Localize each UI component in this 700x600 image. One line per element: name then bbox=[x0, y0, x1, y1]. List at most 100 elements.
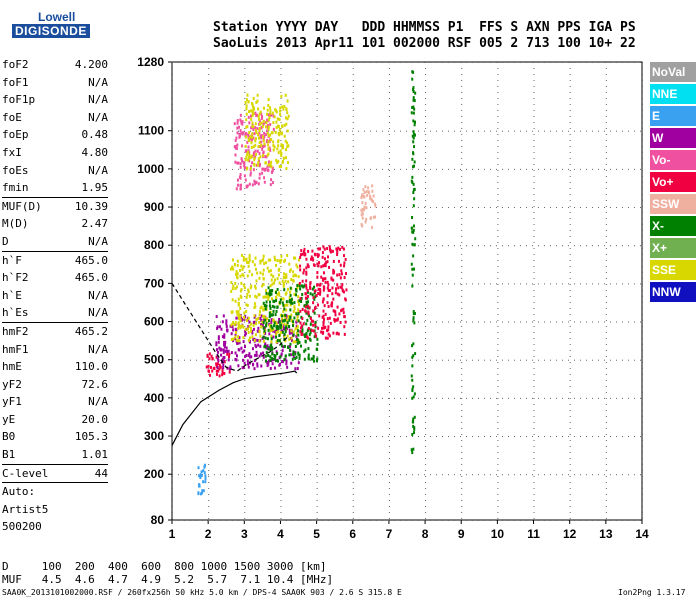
data-point bbox=[266, 129, 269, 133]
data-point bbox=[250, 133, 253, 137]
x-grid-dot bbox=[280, 392, 282, 393]
data-point bbox=[312, 309, 315, 313]
data-point bbox=[307, 249, 310, 253]
data-point bbox=[306, 305, 309, 309]
data-point bbox=[324, 262, 327, 266]
x-grid-dot bbox=[569, 68, 571, 69]
data-point bbox=[268, 146, 271, 150]
y-grid-dot bbox=[172, 397, 173, 399]
data-point bbox=[411, 242, 414, 246]
x-grid-dot bbox=[388, 122, 390, 123]
x-grid-dot bbox=[569, 212, 571, 213]
x-grid-dot bbox=[497, 152, 499, 153]
y-grid-dot bbox=[394, 207, 395, 209]
data-point bbox=[269, 314, 272, 318]
x-grid-dot bbox=[642, 452, 643, 453]
data-point bbox=[313, 335, 316, 339]
data-point bbox=[367, 190, 370, 194]
data-point bbox=[242, 358, 245, 362]
data-point bbox=[278, 131, 281, 135]
y-grid-dot bbox=[346, 359, 347, 361]
x-grid-dot bbox=[533, 164, 535, 165]
data-point bbox=[330, 276, 333, 280]
x-grid-dot bbox=[642, 158, 643, 159]
y-grid-dot bbox=[184, 207, 185, 209]
x-grid-dot bbox=[388, 104, 390, 105]
x-grid-dot bbox=[569, 482, 571, 483]
data-point bbox=[257, 161, 260, 165]
data-point bbox=[275, 309, 278, 313]
x-grid-dot bbox=[388, 452, 390, 453]
y-grid-dot bbox=[472, 207, 473, 209]
x-grid-dot bbox=[280, 254, 282, 255]
x-grid-dot bbox=[569, 140, 571, 141]
data-point bbox=[269, 109, 272, 113]
y-grid-dot bbox=[484, 207, 485, 209]
y-grid-dot bbox=[196, 207, 197, 209]
x-grid-dot bbox=[352, 458, 354, 459]
data-point bbox=[251, 109, 254, 113]
x-grid-dot bbox=[425, 500, 427, 501]
data-point bbox=[342, 247, 345, 251]
x-grid-dot bbox=[352, 392, 354, 393]
x-grid-dot bbox=[208, 308, 210, 309]
y-grid-dot bbox=[244, 474, 245, 476]
data-point bbox=[297, 308, 300, 312]
x-grid-dot bbox=[208, 218, 210, 219]
data-point bbox=[262, 150, 265, 154]
x-grid-dot bbox=[497, 338, 499, 339]
data-point bbox=[267, 103, 270, 107]
data-point bbox=[221, 373, 224, 377]
y-grid-dot bbox=[358, 62, 359, 63]
data-point bbox=[205, 365, 208, 369]
param-value: 4.80 bbox=[81, 145, 109, 159]
data-point bbox=[227, 355, 230, 359]
x-grid-dot bbox=[497, 476, 499, 477]
data-point bbox=[230, 323, 233, 327]
x-grid-dot bbox=[244, 74, 246, 75]
x-grid-dot bbox=[316, 482, 318, 483]
data-point bbox=[272, 309, 275, 313]
x-grid-dot bbox=[425, 338, 427, 339]
y-grid-dot bbox=[388, 245, 389, 247]
data-point bbox=[304, 335, 307, 339]
y-grid-dot bbox=[232, 436, 233, 438]
data-point bbox=[325, 260, 328, 264]
x-grid-dot bbox=[569, 110, 571, 111]
y-grid-dot bbox=[526, 168, 527, 170]
y-grid-dot bbox=[628, 207, 629, 209]
data-point bbox=[262, 355, 265, 359]
data-point bbox=[258, 172, 261, 176]
y-grid-dot bbox=[532, 62, 533, 63]
y-grid-dot bbox=[502, 245, 503, 247]
x-grid-dot bbox=[533, 98, 535, 99]
x-grid-dot bbox=[533, 170, 535, 171]
x-grid-dot bbox=[569, 320, 571, 321]
y-grid-dot bbox=[400, 397, 401, 399]
data-point bbox=[265, 121, 268, 125]
x-grid-dot bbox=[605, 440, 607, 441]
x-grid-dot bbox=[642, 386, 643, 387]
x-grid-dot bbox=[316, 98, 318, 99]
data-point bbox=[252, 168, 255, 172]
y-grid-dot bbox=[394, 436, 395, 438]
y-grid-dot bbox=[436, 520, 437, 521]
data-point bbox=[328, 316, 331, 320]
data-point bbox=[340, 269, 343, 273]
y-grid-dot bbox=[538, 62, 539, 63]
x-grid-dot bbox=[388, 392, 390, 393]
x-grid-dot bbox=[208, 290, 210, 291]
y-grid-dot bbox=[400, 245, 401, 247]
data-point bbox=[236, 341, 239, 345]
x-grid-dot bbox=[172, 218, 173, 219]
x-grid-dot bbox=[208, 164, 210, 165]
y-grid-dot bbox=[430, 321, 431, 323]
data-point bbox=[240, 253, 243, 257]
y-grid-dot bbox=[520, 520, 521, 521]
data-point bbox=[298, 356, 301, 360]
y-grid-dot bbox=[286, 283, 287, 285]
x-grid-dot bbox=[208, 134, 210, 135]
data-point bbox=[287, 345, 290, 349]
y-grid-dot bbox=[514, 436, 515, 438]
data-point bbox=[234, 321, 237, 325]
